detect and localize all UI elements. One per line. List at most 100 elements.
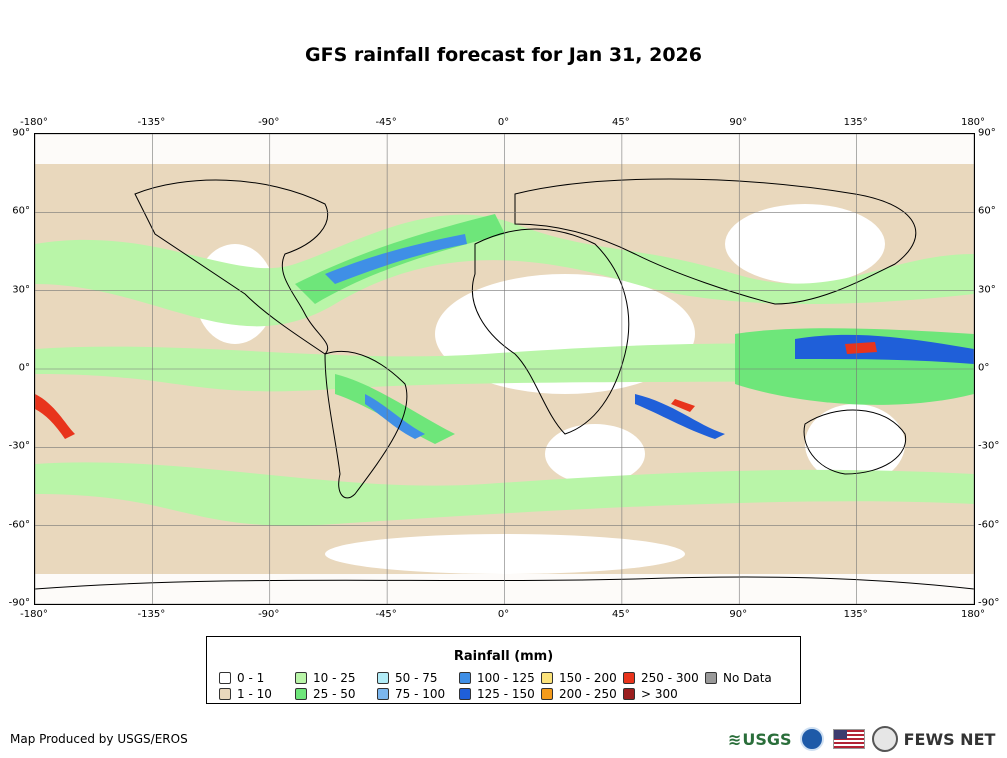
y-tick-label-right: 30°: [978, 284, 996, 296]
legend-item: 100 - 125: [459, 671, 535, 685]
legend-swatch: [295, 688, 307, 700]
legend-swatch: [623, 688, 635, 700]
samerica-band: [335, 374, 455, 444]
amazon-core: [365, 394, 425, 439]
legend-label: > 300: [641, 687, 678, 701]
x-tick-label-bottom: 180°: [960, 609, 986, 620]
y-tick-label-left: 60°: [12, 205, 30, 217]
x-tick-label-top: -135°: [137, 117, 166, 128]
x-tick-label-top: 135°: [843, 117, 868, 128]
y-tick-label-right: 60°: [978, 205, 996, 217]
africa-outline: [471, 228, 630, 435]
legend-swatch: [541, 672, 553, 684]
safrica-dry: [545, 424, 645, 484]
legend-swatch: [219, 672, 231, 684]
legend-label: 250 - 300: [641, 671, 699, 685]
x-tick-label-bottom: 90°: [729, 609, 748, 620]
x-tick-label-bottom: 0°: [497, 609, 510, 620]
x-tick-label-top: 180°: [960, 117, 986, 128]
y-tick-label-right: 90°: [978, 127, 996, 139]
legend-swatch: [219, 688, 231, 700]
legend-box: Rainfall (mm) 0 - 1 1 - 10 10 - 25 25 - 50 5…: [206, 636, 801, 704]
legend-swatch: [377, 688, 389, 700]
legend-label: 10 - 25: [313, 671, 356, 685]
fews-net-logo: FEWS NET: [903, 729, 996, 749]
graticule: [35, 134, 974, 604]
legend-label: 75 - 100: [395, 687, 446, 701]
legend-swatch: [377, 672, 389, 684]
y-tick-label-left: -60°: [8, 519, 30, 531]
legend-label: 50 - 75: [395, 671, 438, 685]
legend-item: 150 - 200: [541, 671, 617, 685]
legend-item: 1 - 10: [219, 687, 272, 701]
legend-item: 0 - 1: [219, 671, 264, 685]
x-tick-label-top: 90°: [729, 117, 748, 128]
y-tick-label-left: 90°: [12, 127, 30, 139]
legend-swatch: [295, 672, 307, 684]
x-tick-label-bottom: -45°: [375, 609, 397, 620]
australia-outline: [803, 409, 907, 475]
y-tick-label-right: -30°: [978, 440, 1000, 452]
y-tick-label-left: -30°: [8, 440, 30, 452]
legend-label: 100 - 125: [477, 671, 535, 685]
x-tick-label-top: -45°: [375, 117, 397, 128]
legend-item: 10 - 25: [295, 671, 356, 685]
legend-swatch: [459, 688, 471, 700]
y-tick-label-left: 30°: [12, 284, 30, 296]
north-america-outline: [134, 179, 329, 355]
legend-item: 250 - 300: [623, 671, 699, 685]
y-tick-label-left: -90°: [8, 597, 30, 609]
x-tick-label-top: 45°: [612, 117, 630, 128]
map-svg: [35, 134, 974, 604]
x-tick-label-top: -180°: [20, 117, 48, 128]
agency-logos: ≋ USGS FEWS NET: [728, 724, 995, 754]
legend-swatch: [623, 672, 635, 684]
legend-label: 150 - 200: [559, 671, 617, 685]
coastlines: [35, 178, 974, 590]
legend-item: No Data: [705, 671, 772, 685]
wpac-core: [795, 334, 974, 364]
spcz-extreme: [35, 394, 75, 439]
asia-dry: [725, 204, 885, 284]
indian-ocean-core: [635, 394, 725, 439]
australia-dry: [805, 404, 905, 484]
legend-title: Rainfall (mm): [453, 649, 554, 664]
usgs-logo-text: USGS: [742, 729, 792, 749]
legend-label: 1 - 10: [237, 687, 272, 701]
southern-dry: [325, 534, 685, 574]
wave-icon: ≋: [728, 729, 742, 749]
legend-item: > 300: [623, 687, 678, 701]
legend-swatch: [705, 672, 717, 684]
legend-item: 25 - 50: [295, 687, 356, 701]
legend-label: No Data: [723, 671, 772, 685]
credit-text: Map Produced by USGS/EROS: [10, 732, 188, 746]
antarctica-outline: [35, 576, 974, 590]
y-tick-label-right: -60°: [978, 519, 1000, 531]
legend-label: 125 - 150: [477, 687, 535, 701]
x-tick-label-bottom: 45°: [612, 609, 630, 620]
wpac-extreme: [845, 342, 877, 354]
x-tick-label-top: 0°: [497, 117, 510, 128]
x-tick-label-bottom: 135°: [843, 609, 868, 620]
x-tick-label-bottom: -180°: [20, 609, 48, 620]
rainfall-map: [34, 133, 975, 605]
y-tick-label-right: 0°: [978, 362, 990, 374]
state-department-seal-icon: [871, 726, 898, 752]
x-tick-label-bottom: -90°: [258, 609, 280, 620]
x-tick-label-top: -90°: [258, 117, 280, 128]
y-tick-label-left: 0°: [18, 362, 30, 374]
noaa-seal-icon: [799, 727, 824, 751]
eurasia-outline: [514, 178, 917, 305]
x-tick-label-bottom: -135°: [137, 609, 166, 620]
legend-swatch: [459, 672, 471, 684]
us-flag-icon: [832, 729, 865, 749]
legend-label: 200 - 250: [559, 687, 617, 701]
usgs-logo: ≋ USGS: [728, 730, 792, 749]
legend-label: 0 - 1: [237, 671, 265, 685]
indian-ocean-extreme: [671, 399, 695, 412]
legend-item: 75 - 100: [377, 687, 445, 701]
map-title: GFS rainfall forecast for Jan 31, 2026: [305, 44, 702, 66]
legend-item: 125 - 150: [459, 687, 535, 701]
legend-swatch: [541, 688, 553, 700]
legend-item: 200 - 250: [541, 687, 617, 701]
